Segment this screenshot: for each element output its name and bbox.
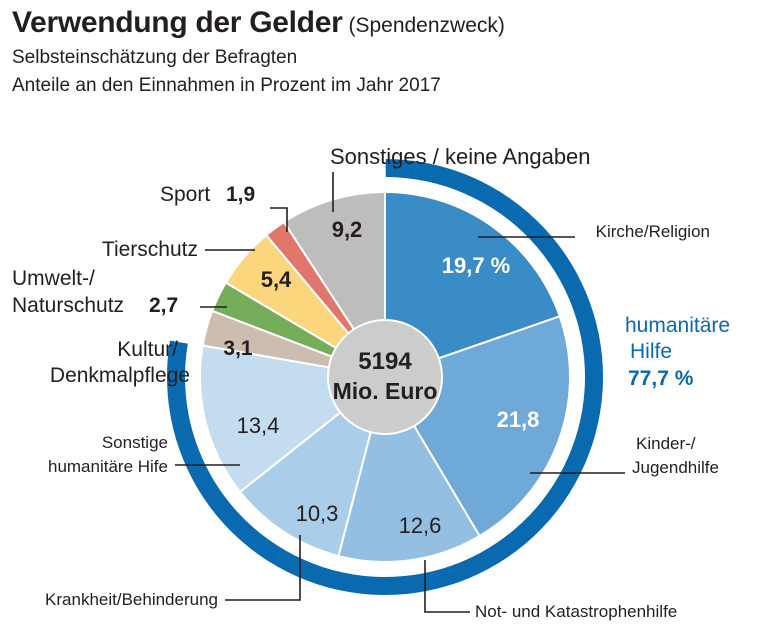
slice-label-kinder-2: Jugendhilfe <box>632 458 719 477</box>
slice-label-sonstiges: Sonstiges / keine Angaben <box>330 144 591 169</box>
value-label-kultur: 3,1 <box>223 337 253 360</box>
title-block: Verwendung der Gelder (Spendenzweck) Selb… <box>12 6 505 100</box>
group-label-1: humanitäre <box>625 314 730 337</box>
center-hole <box>327 319 443 435</box>
chart-subtitle-1: Selbsteinschätzung der Befragten <box>12 47 298 68</box>
slice-label-kinder-1: Kinder-/ <box>636 434 696 453</box>
value-label-sonstiges: 9,2 <box>332 217 363 242</box>
slice-label-umwelt-2: Naturschutz <box>12 294 124 317</box>
group-label-2: Hilfe <box>630 340 672 363</box>
slice-label-kultur-1: Kultur/ <box>117 338 178 361</box>
slice-label-kultur-2: Denkmalpflege <box>50 364 190 387</box>
slice-label-sonsthum-2: humanitäre Hife <box>48 457 168 476</box>
center-value: 5194 <box>358 348 412 375</box>
slice-label-krankheit: Krankheit/Behinderung <box>45 590 218 609</box>
center-unit: Mio. Euro <box>333 378 438 404</box>
slice-label-sonsthum-1: Sonstige <box>102 433 168 452</box>
value-label-kirche: 19,7 % <box>442 253 511 278</box>
chart-title-paren: (Spendenzweck) <box>348 14 505 37</box>
slice-label-umwelt-1: Umwelt-/ <box>12 267 95 290</box>
leader-not <box>424 560 470 613</box>
slice-label-tierschutz: Tierschutz <box>102 238 198 261</box>
value-label-not: 12,6 <box>399 513 442 538</box>
slice-label-not: Not- und Katastrophenhilfe <box>475 602 677 621</box>
slice-label-sport: Sport <box>160 183 210 206</box>
leader-krankheit <box>225 535 301 601</box>
chart-title: Verwendung der Gelder <box>12 6 343 39</box>
value-label-sonsthum: 13,4 <box>237 413 280 438</box>
value-label-sport: 1,9 <box>226 183 255 206</box>
slice-label-kirche: Kirche/Religion <box>596 222 710 241</box>
chart-title-line: Verwendung der Gelder (Spendenzweck) <box>12 6 505 40</box>
value-label-umwelt: 2,7 <box>149 294 178 317</box>
group-value-label: 77,7 % <box>628 367 694 390</box>
value-label-kinder: 21,8 <box>497 407 540 432</box>
value-label-krankheit: 10,3 <box>296 501 339 526</box>
chart-subtitle-2: Anteile an den Einnahmen in Prozent im J… <box>12 75 441 96</box>
leader-sport <box>270 207 288 232</box>
value-label-tierschutz: 5,4 <box>261 267 292 292</box>
